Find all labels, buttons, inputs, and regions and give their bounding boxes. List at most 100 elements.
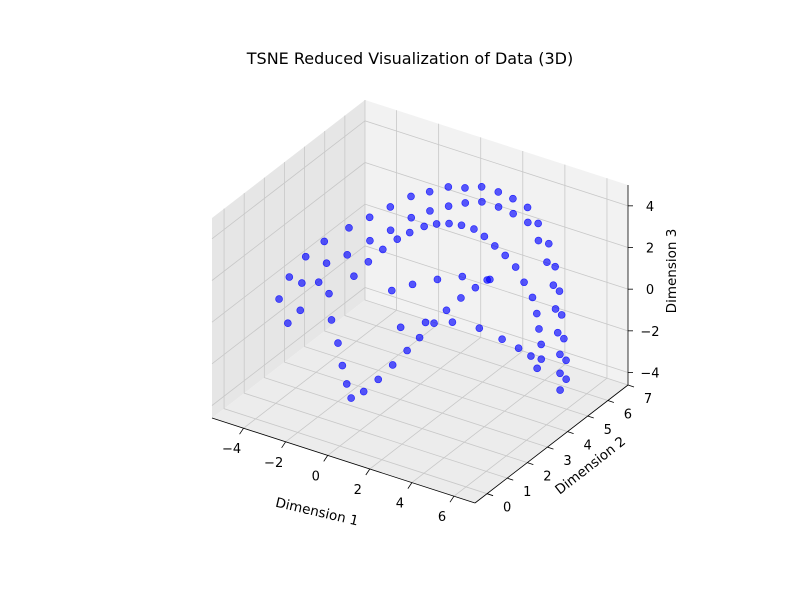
left-pane — [212, 100, 365, 418]
scatter-point — [535, 325, 543, 333]
scatter-point — [386, 226, 395, 235]
scatter-point — [475, 324, 484, 332]
scatter-point — [527, 352, 535, 360]
scatter-point — [532, 309, 541, 318]
y-tick-mark — [486, 493, 494, 497]
y-tick-mark — [547, 446, 554, 450]
x-tick-label: 2 — [354, 483, 362, 498]
scatter-point — [445, 219, 453, 228]
y-tick-label: 7 — [644, 392, 652, 407]
x-tick-mark — [323, 455, 329, 462]
scatter-point — [320, 237, 329, 246]
scatter-point — [494, 203, 503, 211]
grid-line-y — [284, 162, 548, 448]
scatter-point — [514, 344, 523, 353]
y-tick-label: 4 — [583, 439, 591, 454]
scatter-point — [298, 279, 306, 287]
axis-lines — [211, 185, 629, 504]
scatter-point — [501, 251, 510, 260]
z-tick-label: 0 — [646, 283, 654, 298]
scatter-point — [534, 236, 543, 245]
scatter-point — [562, 356, 570, 365]
x-tick-label: 0 — [312, 469, 320, 484]
grid-line-z — [211, 120, 629, 240]
scatter-point — [359, 387, 368, 396]
scatter-point — [442, 306, 451, 315]
scatter-point — [387, 286, 396, 295]
scatter-point — [524, 218, 532, 227]
y-tick-mark — [607, 400, 614, 403]
scatter-point — [461, 184, 469, 192]
scatter-point — [425, 187, 434, 196]
grid-line-y — [263, 177, 528, 464]
scatter-point — [553, 328, 562, 337]
scatter-point — [520, 278, 528, 287]
scatter-point — [528, 293, 537, 302]
floor-pane — [212, 300, 628, 503]
grid-line-z — [211, 245, 629, 365]
scatter-point — [301, 252, 310, 261]
scatter-point — [386, 203, 395, 211]
scatter-point — [334, 339, 342, 347]
scatter-point — [509, 194, 517, 203]
scatter-point — [426, 207, 434, 215]
grid-line-z — [211, 162, 629, 281]
x-tick-mark — [407, 482, 413, 489]
x-tick-label: −4 — [222, 442, 241, 457]
scatter-point — [342, 380, 351, 388]
scatter-point — [478, 198, 486, 206]
x-tick-label: −2 — [264, 456, 283, 471]
scatter-point — [325, 289, 333, 298]
scatter-point — [560, 334, 568, 343]
y-tick-mark — [567, 431, 574, 434]
scatter-point — [533, 364, 541, 373]
scatter-point — [430, 319, 438, 327]
scatter-point — [405, 228, 414, 237]
scatter-point — [562, 375, 570, 383]
scatter-point — [408, 280, 417, 289]
scatter-point — [285, 273, 294, 281]
grid-line-z — [211, 203, 629, 323]
scatter-point — [338, 361, 347, 370]
scatter-point — [364, 257, 373, 266]
scatter-point — [322, 259, 331, 268]
scatter-point — [556, 386, 564, 394]
scatter-point — [421, 318, 430, 327]
scatter-point — [551, 262, 559, 271]
y-tick-mark — [627, 384, 635, 388]
grid-line-y — [344, 115, 608, 401]
x-tick-mark — [239, 427, 244, 435]
x-tick-mark — [281, 441, 286, 449]
y-tick-mark — [507, 477, 514, 481]
chart-title: TSNE Reduced Visualization of Data (3D) — [246, 49, 573, 68]
scatter-point — [275, 295, 283, 303]
scatter-point — [458, 272, 467, 281]
grid-lines — [211, 100, 629, 497]
scatter-point — [444, 183, 453, 191]
scatter-point — [420, 222, 428, 231]
scatter-point — [471, 283, 480, 292]
scatter-point — [457, 294, 465, 302]
scatter-point — [509, 209, 517, 218]
x-tick-mark — [365, 468, 371, 476]
scatter-point — [415, 333, 424, 342]
scatter-point — [365, 213, 374, 222]
scatter-point — [490, 242, 499, 250]
y-axis-line — [474, 384, 629, 504]
x-tick-label: 6 — [438, 510, 446, 525]
scatter-point — [555, 287, 564, 295]
scatter-point — [296, 306, 305, 315]
scatter-point — [407, 213, 416, 222]
y-tick-label: 0 — [503, 501, 511, 516]
scatter-point — [556, 350, 564, 359]
y-tick-label: 2 — [543, 470, 551, 485]
z-tick-label: −2 — [640, 325, 659, 340]
scatter-point — [403, 346, 411, 355]
axis-panes — [212, 100, 628, 503]
x-axis-label: Dimension 1 — [274, 495, 360, 530]
scatter-point — [537, 355, 546, 363]
scatter-point — [534, 219, 542, 228]
grid-line-y — [304, 146, 568, 432]
